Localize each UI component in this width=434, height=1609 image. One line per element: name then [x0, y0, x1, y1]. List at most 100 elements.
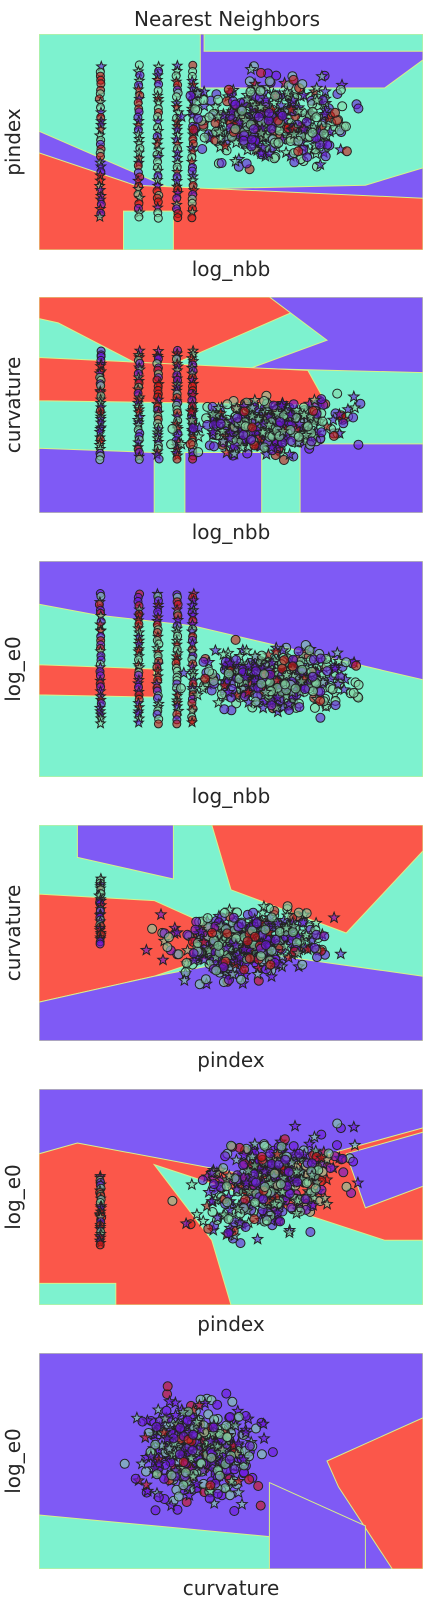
data-point	[310, 81, 324, 94]
data-point	[248, 124, 259, 135]
data-point	[282, 697, 296, 710]
decision-region	[123, 210, 174, 250]
data-point	[315, 653, 326, 664]
data-point	[219, 907, 230, 918]
data-point	[222, 928, 233, 939]
data-point	[271, 1206, 285, 1219]
data-point	[316, 1129, 327, 1140]
data-point	[178, 1480, 189, 1491]
data-point	[162, 1441, 176, 1455]
data-point	[276, 1141, 287, 1152]
data-point	[193, 447, 204, 458]
data-point	[341, 1181, 352, 1192]
data-point	[130, 1411, 144, 1424]
data-point	[207, 927, 218, 938]
data-point	[309, 942, 320, 953]
x-axis-label: log_nbb	[192, 784, 271, 808]
data-point	[266, 912, 277, 923]
data-point	[238, 135, 249, 146]
chart-panel-4: pindex curvature	[1, 825, 423, 1072]
data-point	[153, 693, 162, 703]
data-point	[270, 690, 285, 704]
data-point	[242, 659, 256, 672]
scatter-points	[93, 872, 348, 990]
data-point	[94, 123, 107, 135]
data-point	[215, 418, 226, 429]
data-point	[232, 1474, 246, 1487]
data-point	[241, 685, 255, 698]
data-point	[270, 406, 284, 419]
data-point	[309, 702, 320, 713]
data-point	[332, 1118, 343, 1129]
data-point	[270, 90, 281, 101]
data-point	[291, 946, 305, 959]
data-point	[170, 100, 183, 113]
data-point	[190, 104, 201, 115]
data-point	[241, 1163, 255, 1177]
data-point	[216, 1443, 230, 1456]
data-point	[292, 417, 307, 430]
data-point	[221, 685, 236, 698]
data-point	[227, 1396, 238, 1407]
data-point	[268, 400, 279, 411]
data-point	[304, 645, 315, 656]
data-point	[264, 107, 275, 118]
data-point	[193, 113, 203, 124]
data-point	[236, 105, 247, 116]
data-point	[319, 128, 329, 139]
decision-region	[39, 1282, 117, 1305]
data-point	[134, 212, 144, 222]
data-point	[185, 716, 199, 728]
x-axis-label: log_nbb	[192, 257, 271, 281]
data-point	[329, 430, 339, 441]
y-axis-label: curvature	[1, 885, 25, 982]
data-point	[184, 404, 198, 418]
data-point	[224, 1454, 235, 1465]
data-point	[166, 439, 177, 450]
data-point	[233, 950, 247, 964]
data-point	[229, 1506, 240, 1516]
scatter-points	[93, 1118, 365, 1250]
data-point	[245, 86, 256, 97]
data-point	[235, 1497, 249, 1510]
data-point	[184, 1451, 198, 1464]
data-point	[247, 422, 258, 433]
decision-region	[268, 1481, 366, 1569]
data-point	[205, 1194, 219, 1208]
data-point	[180, 943, 195, 957]
data-point	[236, 919, 247, 929]
data-point	[180, 967, 191, 978]
data-point	[253, 112, 264, 122]
data-point	[283, 447, 297, 461]
data-point	[231, 1202, 245, 1215]
data-point	[283, 407, 297, 421]
data-point	[237, 942, 251, 955]
data-point	[297, 959, 308, 970]
data-point	[259, 396, 270, 406]
data-point	[282, 1225, 296, 1239]
decision-region	[326, 1417, 423, 1569]
data-point	[130, 1473, 141, 1484]
data-point	[238, 113, 253, 127]
data-point	[347, 389, 361, 403]
data-point	[93, 210, 106, 223]
data-point	[190, 688, 205, 701]
data-point	[330, 645, 344, 659]
data-point	[302, 421, 313, 432]
y-axis-label: pindex	[1, 108, 25, 176]
data-point	[211, 965, 222, 976]
data-point	[194, 1422, 208, 1436]
data-point	[270, 934, 281, 945]
data-point	[248, 393, 262, 406]
data-point	[287, 927, 298, 938]
data-point	[267, 1197, 281, 1210]
data-point	[264, 76, 275, 87]
chart-panel-5: pindex log_e0	[1, 1089, 423, 1336]
data-point	[273, 1159, 284, 1170]
data-point	[158, 1411, 172, 1425]
data-point	[152, 1469, 162, 1480]
data-point	[173, 949, 184, 960]
data-point	[176, 1405, 190, 1419]
data-point	[297, 664, 308, 675]
data-point	[259, 92, 273, 106]
